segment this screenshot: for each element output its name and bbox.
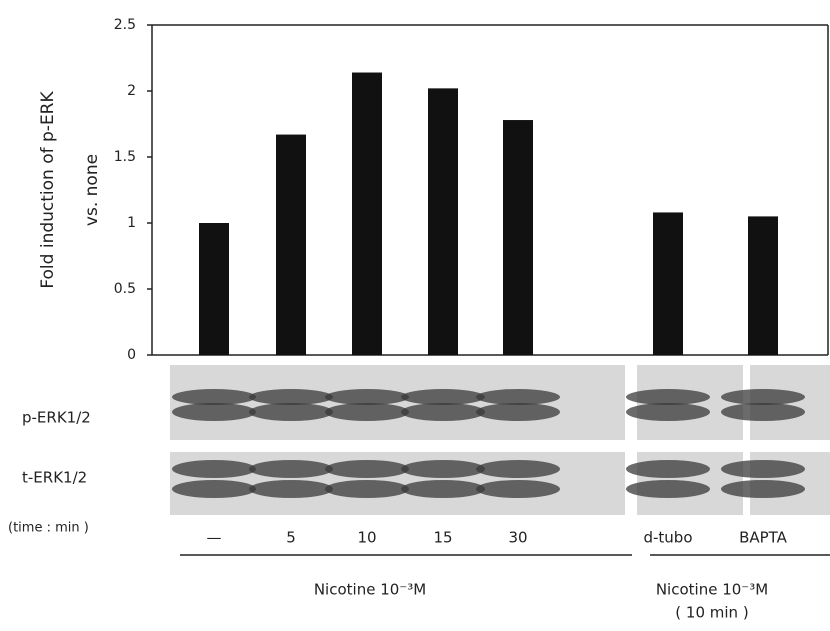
bar	[428, 88, 458, 355]
blot-band	[721, 403, 805, 421]
y-axis-title-line: Fold induction of p-ERK	[38, 91, 58, 289]
y-axis-title-line: vs. none	[82, 154, 102, 226]
blot-band	[325, 403, 409, 421]
blot-band	[401, 460, 485, 478]
y-tick-label: 0	[127, 347, 136, 363]
y-axis-title: Fold induction of p-ERK vs. none	[38, 91, 102, 289]
blot-band	[325, 480, 409, 498]
blot-band	[626, 460, 710, 478]
blot-band	[249, 389, 333, 405]
blot-band	[325, 460, 409, 478]
blot-band	[476, 460, 560, 478]
bar	[748, 216, 778, 355]
blot-band	[626, 403, 710, 421]
blot-band	[249, 460, 333, 478]
bar	[653, 212, 683, 355]
blot-band	[325, 389, 409, 405]
y-tick-label: 2	[127, 83, 136, 99]
x-tick-label: 10	[357, 529, 376, 547]
blot-band	[721, 460, 805, 478]
blot-band	[401, 389, 485, 405]
blot-band	[172, 403, 256, 421]
x-tick-label: 5	[286, 529, 296, 547]
blot-band	[172, 389, 256, 405]
bar	[352, 73, 382, 355]
blot-band	[476, 389, 560, 405]
x-tick-label: BAPTA	[739, 529, 788, 547]
blot-band	[721, 480, 805, 498]
blot-band	[626, 480, 710, 498]
bar	[503, 120, 533, 355]
x-tick-label: d-tubo	[643, 529, 692, 547]
y-tick-label: 0.5	[114, 281, 136, 297]
group-label: ( 10 min )	[675, 604, 748, 622]
x-tick-label: 15	[433, 529, 452, 547]
blot-band	[249, 480, 333, 498]
x-tick-label: —	[207, 529, 222, 547]
group-label: Nicotine 10⁻³M	[314, 581, 426, 599]
y-tick-label: 2.5	[114, 17, 136, 33]
blot-band	[476, 480, 560, 498]
y-tick-label: 1.5	[114, 149, 136, 165]
blot-band	[476, 403, 560, 421]
bar	[276, 135, 306, 355]
y-tick-label: 1	[127, 215, 136, 231]
blot-row-label: t-ERK1/2	[22, 469, 87, 487]
blot-band	[249, 403, 333, 421]
bar	[199, 223, 229, 355]
western-blot	[170, 365, 830, 515]
blot-band	[401, 403, 485, 421]
blot-band	[401, 480, 485, 498]
x-tick-label: 30	[508, 529, 527, 547]
blot-row-label: p-ERK1/2	[22, 409, 91, 427]
blot-band	[172, 480, 256, 498]
blot-gap	[170, 440, 830, 452]
blot-band	[626, 389, 710, 405]
blot-band	[172, 460, 256, 478]
chart: Fold induction of p-ERK vs. none p-ERK1/…	[0, 0, 830, 627]
blot-band	[721, 389, 805, 405]
group-label: Nicotine 10⁻³M	[656, 581, 768, 599]
x-axis-title: (time : min )	[8, 521, 89, 536]
